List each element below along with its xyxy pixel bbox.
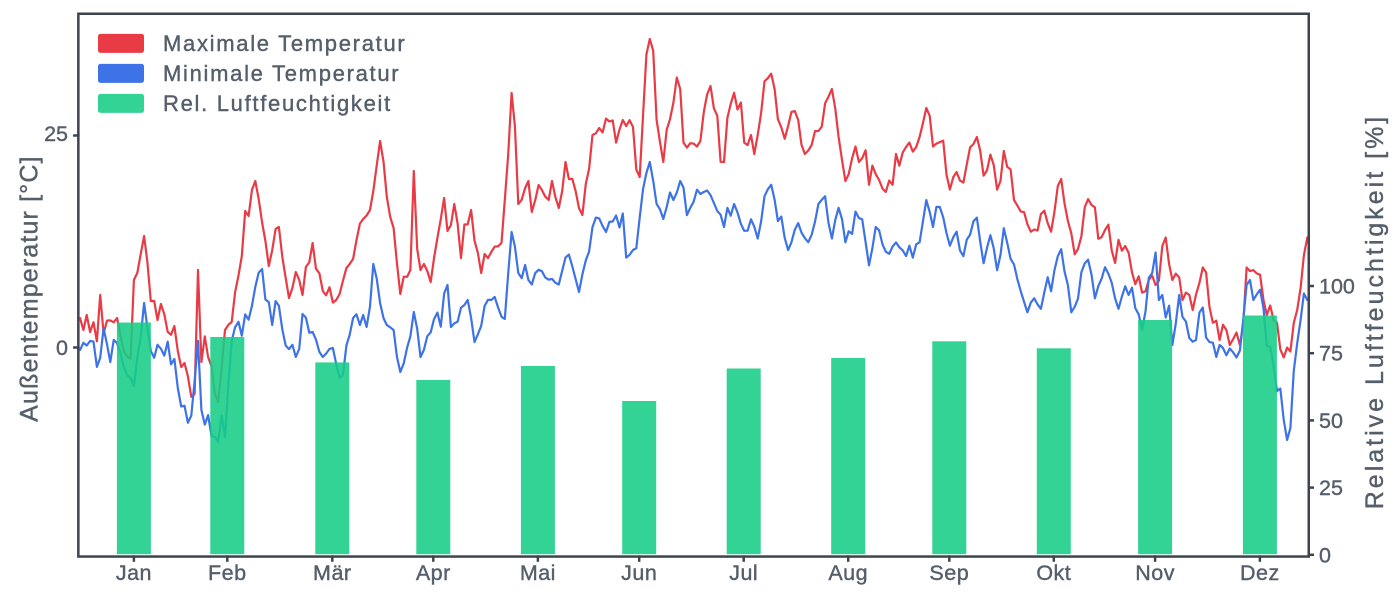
svg-text:100: 100 <box>1319 275 1355 299</box>
svg-text:25: 25 <box>44 122 68 146</box>
svg-text:Jan: Jan <box>116 561 152 585</box>
svg-text:25: 25 <box>1319 476 1343 500</box>
svg-text:Minimale Temperatur: Minimale Temperatur <box>163 61 400 86</box>
svg-text:Apr: Apr <box>416 561 451 585</box>
svg-text:Jul: Jul <box>729 561 758 585</box>
svg-text:Maximale Temperatur: Maximale Temperatur <box>163 31 406 56</box>
svg-text:Sep: Sep <box>929 561 969 585</box>
svg-text:Feb: Feb <box>208 561 247 585</box>
svg-text:Aug: Aug <box>828 561 868 585</box>
svg-text:Mai: Mai <box>520 561 556 585</box>
svg-text:Rel. Luftfeuchtigkeit: Rel. Luftfeuchtigkeit <box>163 91 392 116</box>
svg-text:Außentemperatur [°C]: Außentemperatur [°C] <box>16 155 44 421</box>
svg-text:50: 50 <box>1319 409 1343 433</box>
svg-text:Dez: Dez <box>1240 561 1280 585</box>
svg-text:0: 0 <box>56 336 68 360</box>
svg-text:Nov: Nov <box>1135 561 1175 585</box>
svg-text:Relative Luftfeuchtigkeit [%]: Relative Luftfeuchtigkeit [%] <box>1361 114 1389 510</box>
svg-text:Okt: Okt <box>1036 561 1071 585</box>
svg-text:Mär: Mär <box>313 561 352 585</box>
svg-text:0: 0 <box>1319 543 1331 567</box>
svg-text:75: 75 <box>1319 342 1343 366</box>
svg-text:Jun: Jun <box>621 561 657 585</box>
